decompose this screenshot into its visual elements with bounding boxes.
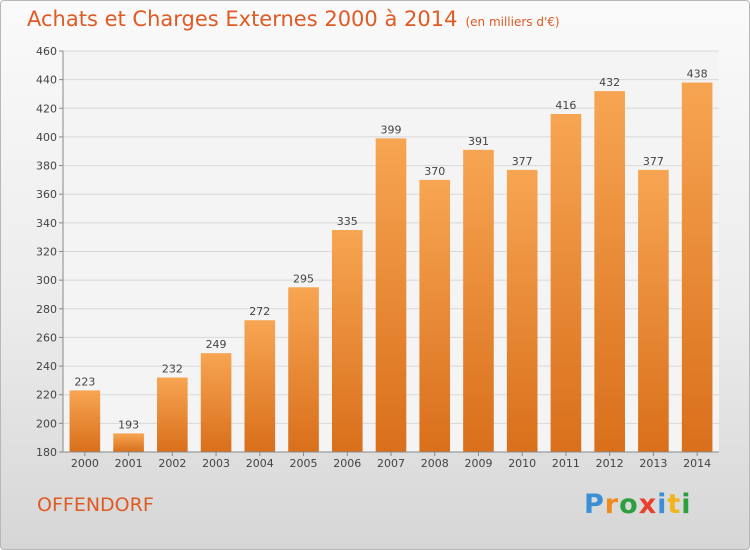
data-label: 193 (118, 418, 139, 431)
bar (681, 82, 713, 452)
bar (594, 91, 625, 452)
bar (638, 169, 669, 452)
bar (463, 149, 494, 452)
x-tick-label: 2004 (246, 457, 274, 470)
y-tick-label: 280 (36, 303, 57, 316)
bar (419, 179, 451, 452)
data-label: 249 (206, 338, 227, 351)
data-label: 377 (643, 155, 664, 168)
y-tick-label: 380 (36, 160, 57, 173)
x-tick-label: 2014 (683, 457, 711, 470)
y-tick-label: 240 (36, 360, 57, 373)
chart-title: Achats et Charges Externes 2000 à 2014 (e… (27, 7, 560, 31)
data-label: 399 (381, 123, 402, 136)
data-label: 377 (512, 155, 533, 168)
data-label: 232 (162, 363, 183, 376)
logo-letter: i (681, 489, 692, 520)
x-tick-label: 2012 (596, 457, 624, 470)
logo-letter: i (657, 489, 668, 520)
data-label: 391 (468, 135, 489, 148)
x-tick-label: 2010 (508, 457, 536, 470)
x-tick-label: 2009 (464, 457, 492, 470)
logo-letter: o (619, 489, 639, 520)
bar (244, 320, 276, 452)
y-tick-label: 180 (36, 446, 57, 459)
x-tick-label: 2000 (71, 457, 99, 470)
bar (69, 390, 101, 452)
axis-layer: 180 200 220 240 260 280 300 320 340 360 380 400 420 4… (36, 45, 719, 470)
x-tick-label: 2007 (377, 457, 405, 470)
x-tick-label: 2005 (290, 457, 318, 470)
bar (200, 353, 232, 452)
chart-subtitle: (en milliers d'€) (465, 15, 560, 29)
bar (288, 287, 319, 452)
x-tick-label: 2008 (421, 457, 449, 470)
logo-letter: t (667, 489, 682, 520)
y-tick-label: 300 (36, 274, 57, 287)
proxiti-logo[interactable]: Proxiti (584, 489, 692, 520)
data-label: 416 (555, 99, 576, 112)
x-tick-label: 2006 (333, 457, 361, 470)
bar (331, 230, 363, 452)
title-text: Achats et Charges Externes 2000 à 2014 (27, 7, 458, 31)
data-label: 223 (74, 375, 95, 388)
bar (157, 377, 188, 452)
y-tick-label: 400 (36, 131, 57, 144)
logo-letter: x (638, 489, 658, 520)
y-tick-label: 320 (36, 246, 57, 259)
logo-letter: r (604, 489, 620, 520)
x-tick-label: 2002 (158, 457, 186, 470)
y-tick-label: 340 (36, 217, 57, 230)
bar (375, 138, 407, 452)
x-tick-label: 2001 (115, 457, 143, 470)
y-tick-label: 360 (36, 188, 57, 201)
data-label: 335 (337, 215, 358, 228)
x-tick-label: 2013 (639, 457, 667, 470)
x-tick-label: 2003 (202, 457, 230, 470)
y-tick-label: 460 (36, 45, 57, 58)
y-tick-label: 220 (36, 389, 57, 402)
y-tick-label: 200 (36, 417, 57, 430)
bar (506, 169, 538, 452)
bar-layer: 223 193 232 249 272 295 335 399 370 391 377 416 432 3… (69, 68, 713, 452)
place-name: OFFENDORF (37, 494, 154, 516)
x-tick-label: 2011 (552, 457, 580, 470)
bar (113, 433, 144, 452)
data-label: 272 (249, 305, 270, 318)
y-tick-label: 260 (36, 331, 57, 344)
data-label: 432 (599, 76, 620, 89)
y-tick-label: 440 (36, 74, 57, 87)
logo-letter: P (584, 489, 605, 520)
y-tick-label: 420 (36, 102, 57, 115)
data-label: 295 (293, 272, 314, 285)
data-label: 438 (687, 68, 708, 81)
bar (550, 114, 582, 452)
data-label: 370 (424, 165, 445, 178)
